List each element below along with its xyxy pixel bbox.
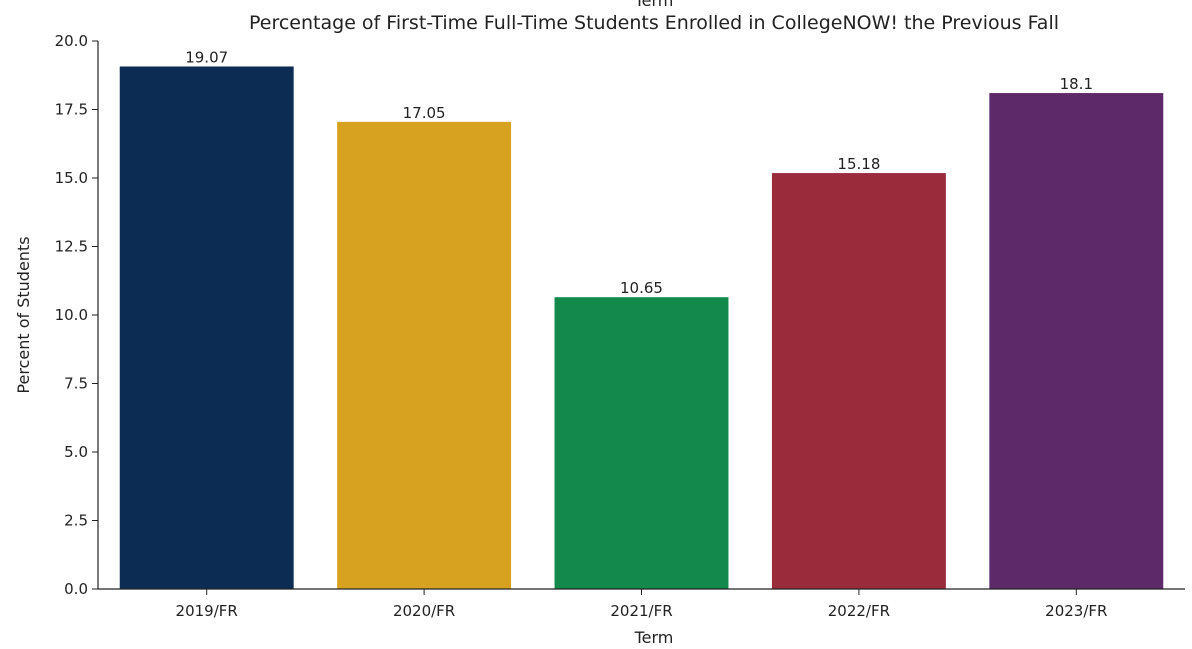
x-tick-label: 2020/FR [393, 602, 455, 620]
x-axis-label: Term [634, 628, 674, 647]
bar-value-label: 10.65 [620, 279, 663, 297]
x-tick-label: 2019/FR [176, 602, 238, 620]
labels-layer: 19.07 2019/FR 17.05 2020/FR 10.65 2021/FR 15.1… [14, 0, 1107, 647]
y-tick-label: 0.0 [64, 580, 88, 598]
y-tick-label: 20.0 [55, 32, 88, 50]
bar-value-label: 17.05 [403, 104, 446, 122]
x-tick-label: 2022/FR [828, 602, 890, 620]
x-tick-label: 2023/FR [1045, 602, 1107, 620]
bar-2020-fr [337, 121, 512, 589]
y-tick-label: 17.5 [55, 101, 88, 119]
y-tick-label: 12.5 [55, 238, 88, 256]
bar-2019-fr [119, 66, 294, 590]
bar-value-label: 19.07 [185, 48, 228, 66]
bar-2021-fr [554, 297, 729, 589]
y-axis-label: Percent of Students [14, 236, 33, 393]
bar-2022-fr [771, 173, 946, 589]
chart-title: Percentage of First-Time Full-Time Stude… [249, 12, 1059, 34]
cropped-term-label: Term [634, 0, 674, 10]
bars-layer [119, 66, 1164, 590]
y-tick-label: 7.5 [64, 375, 88, 393]
x-tick-label: 2021/FR [610, 602, 672, 620]
bar-value-label: 15.18 [837, 155, 880, 173]
bar-2023-fr [989, 93, 1164, 589]
y-tick-label: 5.0 [64, 443, 88, 461]
bar-value-label: 18.1 [1060, 75, 1093, 93]
y-tick-label: 10.0 [55, 306, 88, 324]
y-tick-label: 2.5 [64, 512, 88, 530]
axes-layer [92, 40, 1185, 595]
y-tick-label: 15.0 [55, 169, 88, 187]
